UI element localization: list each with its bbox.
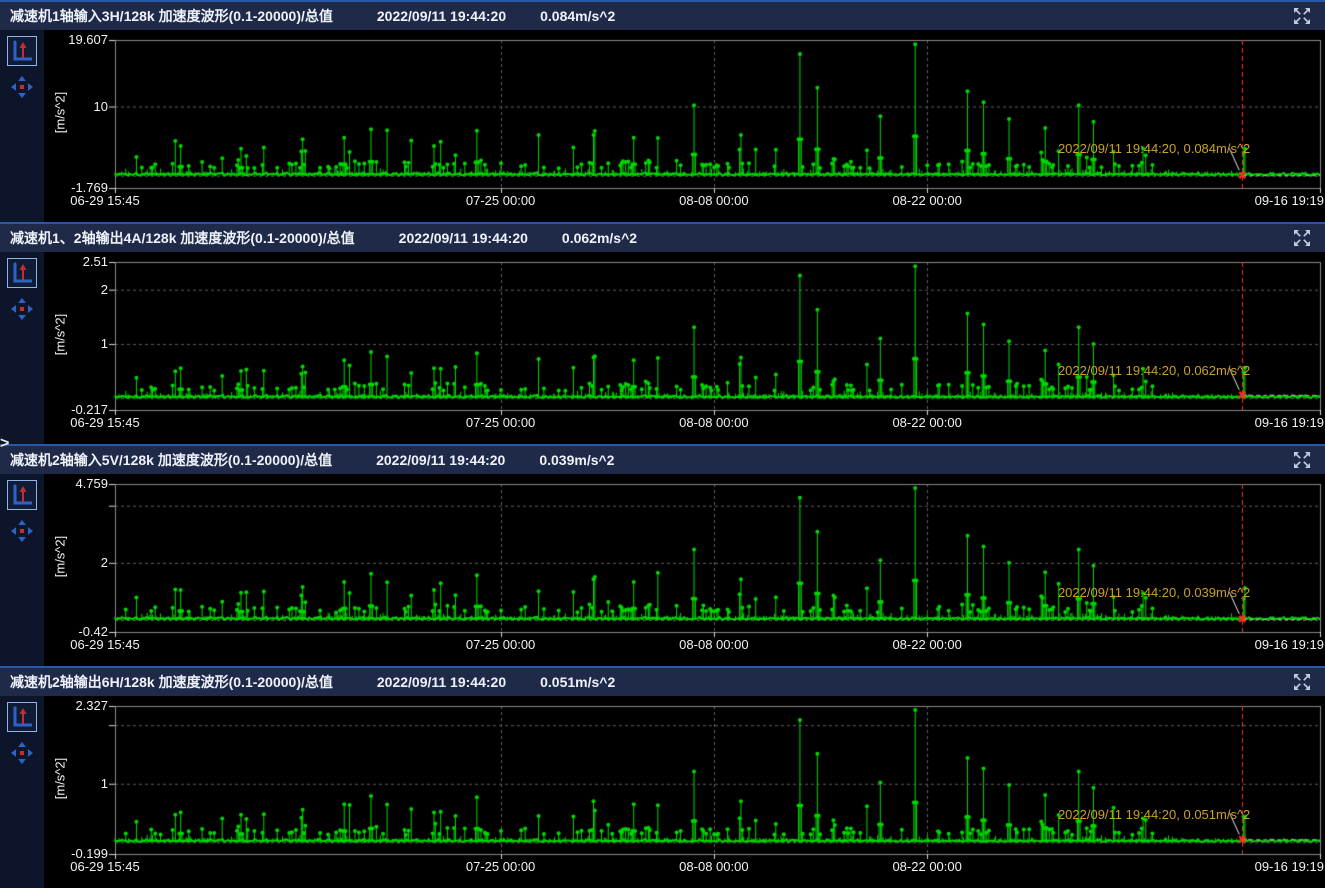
x-tick-label: 09-16 19:19 (1254, 193, 1324, 208)
x-tick-label: 06-29 15:45 (70, 193, 140, 208)
chart-panel: 减速机2轴输入5V/128k 加速度波形(0.1-20000)/总值 2022/… (0, 444, 1325, 666)
y-tick-label: 1 (100, 775, 108, 791)
plot-area[interactable]: 4.759 2 -0.42 [m/s^2] 06-29 15:45 07-25 00:… (44, 474, 1325, 666)
x-tick-label: 07-25 00:00 (465, 193, 536, 208)
chart-body: 2.327 1 -0.199 [m/s^2] 06-29 15:45 07-25 00… (0, 696, 1325, 888)
panel-header: 减速机2轴输入5V/128k 加速度波形(0.1-20000)/总值 2022/… (0, 444, 1325, 474)
sidebar-expander-chevron[interactable]: > (0, 435, 10, 452)
chart-body: 2.51 2 1 -0.217 [m/s^2] 06-29 15:45 07-25 00… (0, 252, 1325, 444)
panel-header: 减速机1轴输入3H/128k 加速度波形(0.1-20000)/总值 2022/… (0, 0, 1325, 30)
x-tick-label: 06-29 15:45 (70, 415, 140, 430)
x-tick-label: 08-08 00:00 (679, 415, 749, 430)
panel-header: 减速机2轴输出6H/128k 加速度波形(0.1-20000)/总值 2022/… (0, 666, 1325, 696)
pan-button[interactable] (10, 75, 34, 99)
x-tick-label: 07-25 00:00 (465, 859, 536, 874)
x-tick-label: 09-16 19:19 (1254, 859, 1324, 874)
x-tick-label: 06-29 15:45 (70, 637, 140, 652)
y-tick-label: 2.51 (82, 254, 108, 269)
y-tick-label: 4.759 (75, 476, 108, 491)
cursor-annotation: 2022/09/11 19:44:20, 0.051m/s^2 (1057, 807, 1251, 822)
x-tick-label: 08-22 00:00 (892, 193, 962, 208)
y-tick-label: -0.217 (71, 402, 108, 417)
cursor-timestamp: 2022/09/11 19:44:20 (398, 230, 528, 246)
y-tick-label: 2.327 (75, 698, 108, 713)
y-axis-unit: [m/s^2] (52, 313, 68, 356)
chart-panel: 减速机1轴输入3H/128k 加速度波形(0.1-20000)/总值 2022/… (0, 0, 1325, 222)
autoscale-button[interactable] (7, 702, 37, 732)
chart-toolbar (0, 474, 44, 666)
y-tick-label: -0.199 (71, 846, 108, 861)
plot-area[interactable]: 2.327 1 -0.199 [m/s^2] 06-29 15:45 07-25 00… (44, 696, 1325, 888)
x-tick-label: 08-22 00:00 (892, 637, 962, 652)
fullscreen-icon[interactable] (1292, 228, 1312, 248)
x-tick-label: 08-22 00:00 (892, 859, 962, 874)
x-tick-label: 08-08 00:00 (679, 637, 749, 652)
waveform-canvas[interactable] (44, 696, 1325, 888)
chart-panel: 减速机2轴输出6H/128k 加速度波形(0.1-20000)/总值 2022/… (0, 666, 1325, 888)
chart-toolbar (0, 696, 44, 888)
y-axis-unit: [m/s^2] (52, 757, 68, 800)
y-tick-label: 10 (93, 98, 108, 114)
channel-title: 减速机2轴输入5V/128k 加速度波形(0.1-20000)/总值 (10, 452, 333, 468)
cursor-value: 0.051m/s^2 (540, 674, 616, 690)
x-tick-label: 07-25 00:00 (465, 415, 536, 430)
cursor-timestamp: 2022/09/11 19:44:20 (376, 8, 507, 24)
cursor-annotation: 2022/09/11 19:44:20, 0.084m/s^2 (1057, 141, 1251, 156)
y-axis-unit: [m/s^2] (52, 91, 68, 134)
cursor-annotation: 2022/09/11 19:44:20, 0.039m/s^2 (1057, 585, 1251, 600)
x-tick-label: 09-16 19:19 (1254, 415, 1324, 430)
plot-area[interactable]: 2.51 2 1 -0.217 [m/s^2] 06-29 15:45 07-25 00… (44, 252, 1325, 444)
chart-body: 4.759 2 -0.42 [m/s^2] 06-29 15:45 07-25 00:… (0, 474, 1325, 666)
channel-title: 减速机2轴输出6H/128k 加速度波形(0.1-20000)/总值 (10, 674, 333, 690)
waveform-canvas[interactable] (44, 474, 1325, 666)
autoscale-button[interactable] (7, 36, 37, 66)
waveform-canvas[interactable] (44, 30, 1325, 222)
chart-panel: 减速机1、2轴输出4A/128k 加速度波形(0.1-20000)/总值 202… (0, 222, 1325, 444)
autoscale-button[interactable] (7, 258, 37, 288)
y-axis-unit: [m/s^2] (52, 535, 68, 578)
channel-title: 减速机1、2轴输出4A/128k 加速度波形(0.1-20000)/总值 (10, 230, 355, 246)
x-tick-label: 06-29 15:45 (70, 859, 140, 874)
y-tick-label: 2 (100, 281, 108, 297)
x-tick-label: 08-22 00:00 (892, 415, 962, 430)
pan-button[interactable] (10, 741, 34, 765)
x-tick-label: 08-08 00:00 (679, 859, 749, 874)
waveform-canvas[interactable] (44, 252, 1325, 444)
panel-header: 减速机1、2轴输出4A/128k 加速度波形(0.1-20000)/总值 202… (0, 222, 1325, 252)
plot-area[interactable]: 19.607 10 -1.769 [m/s^2] 06-29 15:45 07-25 … (44, 30, 1325, 222)
fullscreen-icon[interactable] (1292, 672, 1312, 692)
y-tick-label: -0.42 (78, 624, 108, 639)
fullscreen-icon[interactable] (1292, 450, 1312, 470)
pan-button[interactable] (10, 297, 34, 321)
y-tick-label: 1 (100, 335, 108, 351)
cursor-value: 0.084m/s^2 (540, 8, 616, 24)
cursor-timestamp: 2022/09/11 19:44:20 (376, 674, 507, 690)
cursor-annotation: 2022/09/11 19:44:20, 0.062m/s^2 (1057, 363, 1251, 378)
cursor-value: 0.039m/s^2 (539, 452, 615, 468)
autoscale-button[interactable] (7, 480, 37, 510)
chart-body: 19.607 10 -1.769 [m/s^2] 06-29 15:45 07-25 … (0, 30, 1325, 222)
cursor-value: 0.062m/s^2 (561, 230, 638, 246)
channel-title: 减速机1轴输入3H/128k 加速度波形(0.1-20000)/总值 (10, 8, 333, 24)
x-tick-label: 09-16 19:19 (1254, 637, 1324, 652)
cursor-timestamp: 2022/09/11 19:44:20 (376, 452, 506, 468)
fullscreen-icon[interactable] (1292, 6, 1312, 26)
x-tick-label: 07-25 00:00 (465, 637, 536, 652)
y-tick-label: 2 (100, 554, 108, 570)
y-tick-label: 19.607 (68, 32, 108, 47)
y-tick-label: -1.769 (71, 180, 108, 195)
pan-button[interactable] (10, 519, 34, 543)
x-tick-label: 08-08 00:00 (679, 193, 749, 208)
chart-toolbar (0, 30, 44, 222)
chart-toolbar (0, 252, 44, 444)
